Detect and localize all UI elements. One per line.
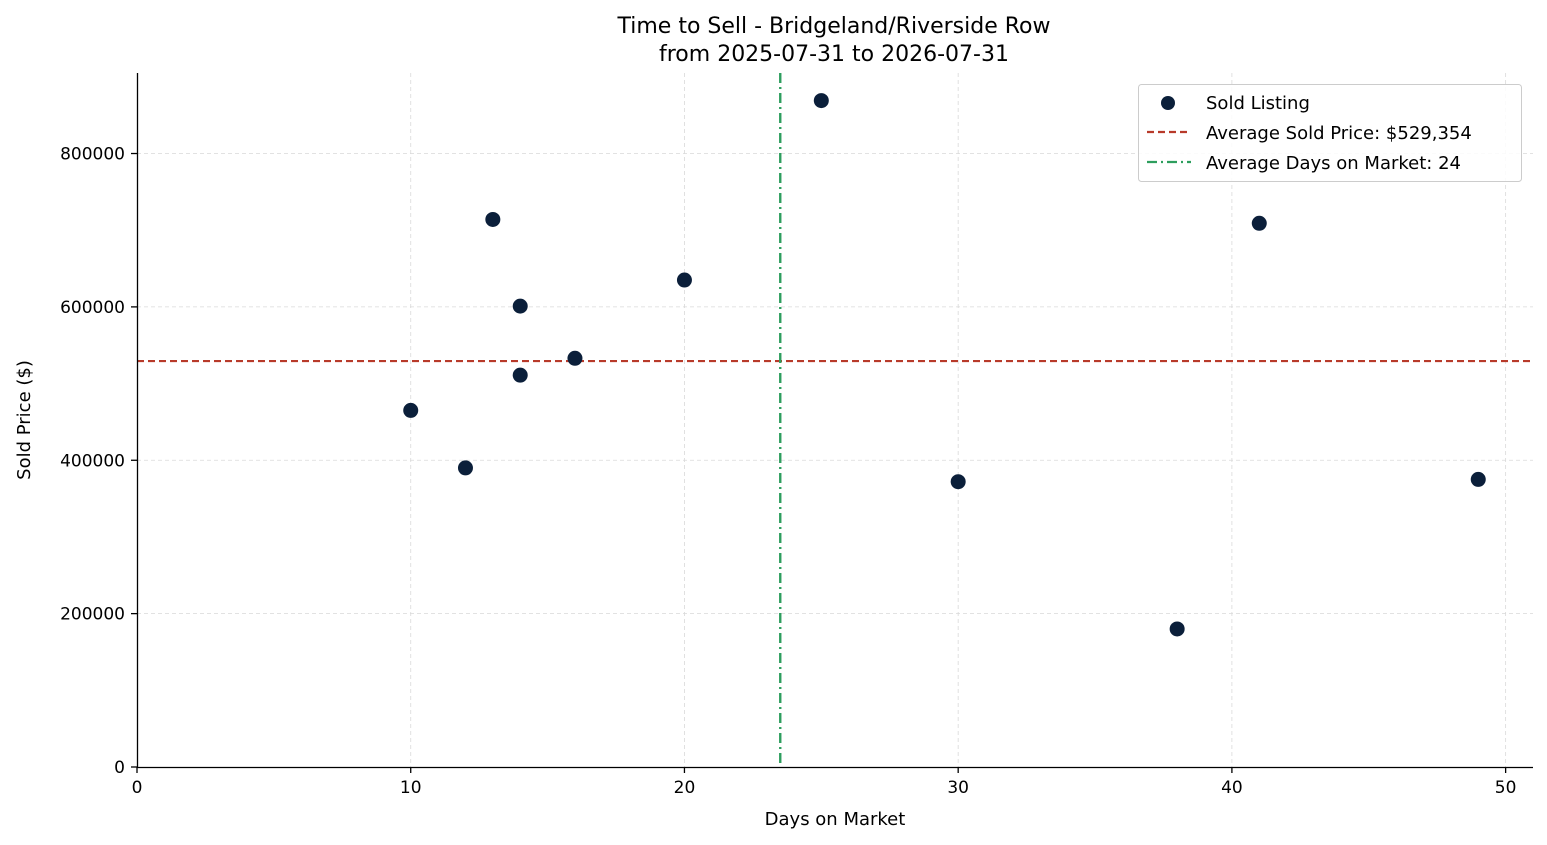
data-point: [1470, 471, 1486, 487]
data-point: [567, 350, 583, 366]
reference-lines: [137, 73, 1533, 767]
x-tick-label: 30: [947, 778, 969, 798]
y-axis-ticks: 0 200000 400000 600000 800000: [60, 145, 137, 778]
legend-box: [1138, 84, 1522, 182]
legend-marker-sold-listing: [1161, 96, 1175, 110]
y-tick-label: 600000: [60, 298, 125, 318]
data-point: [457, 460, 473, 476]
data-point: [512, 367, 528, 383]
x-tick-label: 50: [1495, 778, 1517, 798]
data-point: [403, 402, 419, 418]
y-tick-label: 200000: [60, 605, 125, 625]
data-point: [676, 272, 692, 288]
data-point: [1169, 621, 1185, 637]
y-axis-label: Sold Price ($): [14, 360, 35, 480]
data-point: [512, 298, 528, 314]
legend: Sold Listing Average Sold Price: $529,35…: [1138, 84, 1522, 182]
data-point: [950, 474, 966, 490]
legend-label-sold-listing: Sold Listing: [1206, 93, 1310, 114]
y-tick-label: 800000: [60, 145, 125, 165]
x-tick-label: 0: [132, 778, 143, 798]
chart-title: Time to Sell - Bridgeland/Riverside Row: [616, 14, 1050, 39]
y-tick-label: 0: [114, 758, 125, 778]
x-axis-ticks: 0 10 20 30 40 50: [132, 767, 1517, 798]
data-points: [403, 93, 1486, 637]
chart-subtitle: from 2025-07-31 to 2026-07-31: [659, 42, 1009, 67]
legend-label-average-days: Average Days on Market: 24: [1206, 153, 1461, 174]
legend-label-average-price: Average Sold Price: $529,354: [1206, 123, 1472, 144]
data-point: [813, 93, 829, 109]
data-point: [1251, 215, 1267, 231]
x-tick-label: 20: [674, 778, 696, 798]
x-axis-label: Days on Market: [765, 809, 906, 830]
data-point: [485, 211, 501, 227]
y-tick-label: 400000: [60, 451, 125, 471]
x-tick-label: 40: [1221, 778, 1243, 798]
x-tick-label: 10: [400, 778, 422, 798]
